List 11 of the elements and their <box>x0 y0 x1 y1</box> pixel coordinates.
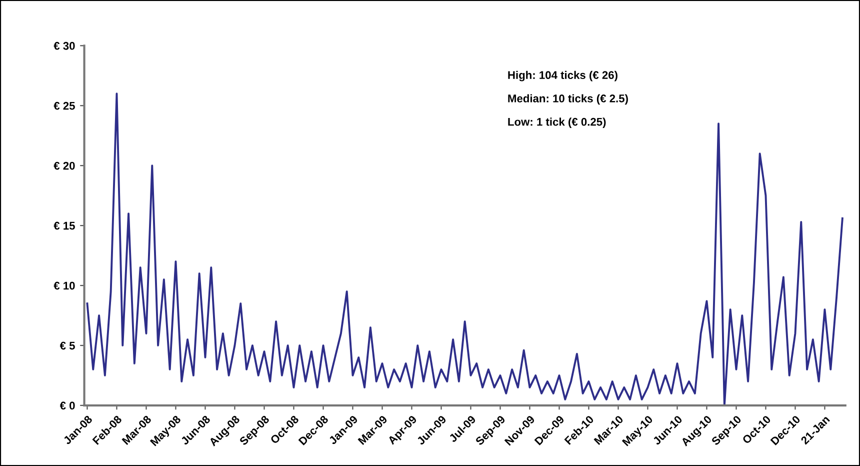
annotation: Low: 1 tick (€ 0.25) <box>508 118 606 128</box>
y-tick-label: € 20 <box>54 162 75 170</box>
y-tick-label: € 15 <box>54 222 75 230</box>
y-tick-label: € 0 <box>60 402 75 410</box>
y-tick-label: € 10 <box>54 282 75 290</box>
annotation: High: 104 ticks (€ 26) <box>508 70 618 82</box>
y-tick-label: € 30 <box>54 42 75 50</box>
line-series <box>86 92 844 406</box>
annotation: Median: 10 ticks (€ 2.5) <box>508 94 628 105</box>
y-tick-label: € 25 <box>54 102 75 110</box>
y-tick-label: € 5 <box>60 342 75 350</box>
